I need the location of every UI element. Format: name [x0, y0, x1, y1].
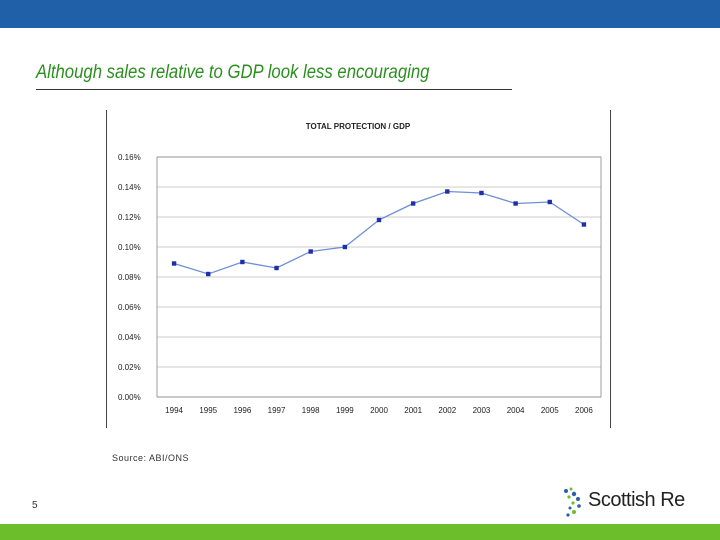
x-tick-label: 1996: [233, 406, 251, 415]
y-tick-label: 0.14%: [118, 183, 141, 192]
x-tick-label: 1999: [336, 406, 354, 415]
chart-container: TOTAL PROTECTION / GDP 0.00% 0.02% 0.04% 0.…: [106, 110, 611, 428]
y-tick-label: 0.08%: [118, 273, 141, 282]
data-point: [171, 261, 177, 266]
scottish-re-logo: Scottish Re: [562, 486, 692, 518]
y-tick-label: 0.00%: [118, 393, 141, 402]
y-tick-label: 0.06%: [118, 303, 141, 312]
source-note: Source: ABI/ONS: [112, 453, 190, 463]
dots-logo-icon: [564, 487, 581, 517]
series-total-protection: [171, 189, 587, 277]
x-axis-ticks: 1994 1995 1996 1997 1998 1999 2000 2001 2002 2003…: [165, 406, 593, 415]
y-tick-label: 0.10%: [118, 243, 141, 252]
x-tick-label: 2002: [438, 406, 456, 415]
x-tick-label: 2004: [507, 406, 525, 415]
slide-title: Although sales relative to GDP look less…: [36, 62, 430, 83]
data-point: [547, 199, 552, 205]
chart-title: TOTAL PROTECTION / GDP: [306, 122, 411, 131]
y-tick-label: 0.16%: [118, 153, 141, 162]
plot-area: [156, 156, 602, 398]
data-point: [274, 265, 279, 271]
gridlines: [157, 156, 601, 398]
y-tick-label: 0.12%: [118, 213, 141, 222]
x-tick-label: 2001: [404, 406, 422, 415]
data-point: [206, 271, 211, 277]
x-tick-label: 1995: [199, 406, 217, 415]
x-tick-label: 2005: [541, 406, 559, 415]
y-axis-ticks: 0.00% 0.02% 0.04% 0.06% 0.08% 0.10% 0.12% 0.14%…: [118, 153, 141, 402]
data-point: [342, 244, 348, 250]
data-point: [410, 201, 416, 206]
plot-border: [156, 156, 602, 398]
y-tick-label: 0.04%: [118, 333, 141, 342]
x-tick-label: 2003: [473, 406, 491, 415]
series-line: [173, 190, 585, 275]
data-point: [445, 189, 450, 194]
line-chart: TOTAL PROTECTION / GDP 0.00%0.02%0.04%0.…: [118, 122, 602, 415]
bottom-banner: [0, 524, 720, 540]
logo-text: Scottish Re: [588, 489, 685, 511]
top-banner: [0, 0, 720, 28]
data-point: [479, 190, 484, 196]
data-point: [240, 259, 245, 265]
y-tick-label: 0.02%: [118, 363, 141, 372]
x-tick-label: 1994: [165, 406, 183, 415]
data-point: [581, 222, 587, 227]
title-underline: [36, 89, 512, 90]
x-tick-label: 2006: [575, 406, 593, 415]
x-tick-label: 2000: [370, 406, 388, 415]
data-point: [376, 217, 382, 223]
x-tick-label: 1997: [268, 406, 286, 415]
data-point: [308, 249, 313, 254]
data-point: [513, 201, 518, 206]
page-number: 5: [32, 500, 38, 511]
x-tick-label: 1998: [302, 406, 320, 415]
